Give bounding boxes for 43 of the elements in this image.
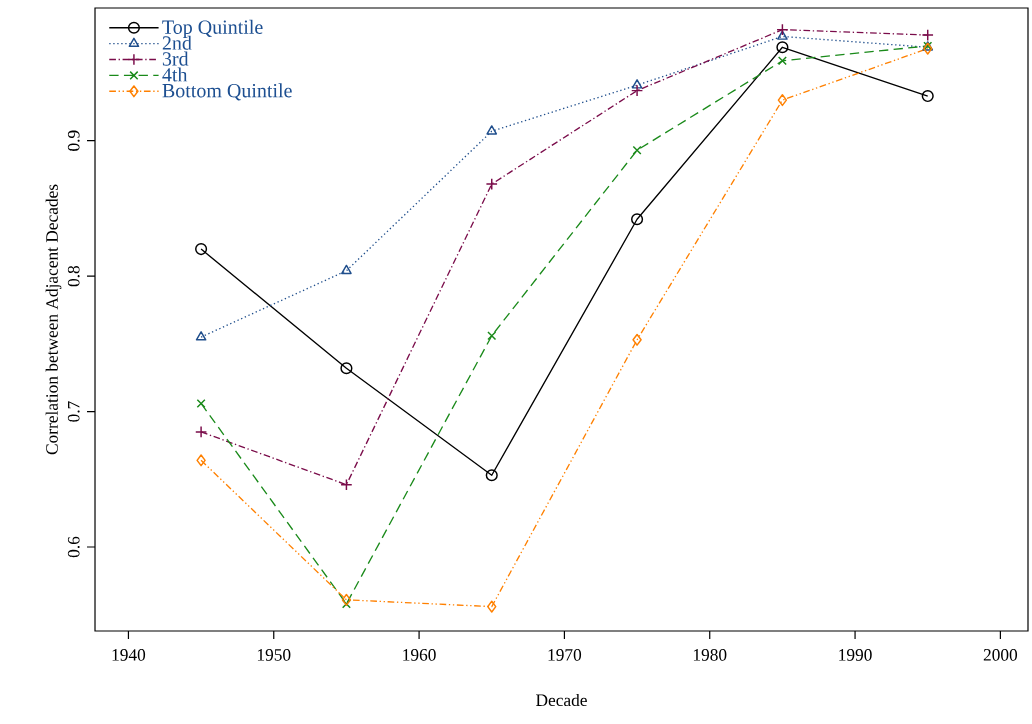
legend-label: 4th [162, 67, 188, 82]
x-tick-label: 1990 [839, 649, 872, 661]
point [341, 593, 352, 606]
point [777, 30, 788, 40]
point [195, 425, 208, 438]
point [777, 94, 788, 107]
x-axis-title: Decade [536, 693, 587, 707]
x-tick-label: 1980 [693, 649, 727, 661]
point [631, 84, 644, 97]
point [921, 29, 934, 42]
point [196, 454, 206, 467]
point [632, 333, 642, 346]
x-tick-label: 1950 [257, 649, 291, 661]
y-tick-label: 0.7 [67, 401, 80, 422]
y-axis-title: Correlation between Adjacent Decades [45, 184, 62, 455]
point [776, 41, 789, 54]
legend-label: 3rd [162, 51, 189, 66]
point [195, 331, 207, 341]
point [487, 331, 497, 341]
point [341, 264, 352, 275]
x-tick-label: 1960 [403, 649, 436, 661]
point [485, 469, 498, 482]
point [340, 478, 353, 491]
point [776, 23, 789, 36]
point [195, 242, 208, 256]
point [631, 79, 643, 89]
x-tick-label: 1940 [112, 649, 146, 661]
y-tick-label: 0.9 [67, 130, 80, 151]
point [632, 145, 642, 155]
x-tick-label: 2000 [983, 649, 1018, 661]
legend-label: Bottom Quintile [162, 83, 292, 101]
point [922, 42, 933, 55]
x-tick-label: 1970 [548, 649, 582, 661]
y-tick-label: 0.6 [67, 536, 80, 558]
point [631, 213, 644, 226]
y-tick-label: 0.8 [67, 265, 80, 287]
point [485, 177, 498, 191]
point [487, 600, 497, 613]
point [486, 125, 498, 135]
point [921, 89, 934, 103]
point [340, 362, 353, 375]
point [777, 56, 787, 66]
point [196, 398, 206, 408]
